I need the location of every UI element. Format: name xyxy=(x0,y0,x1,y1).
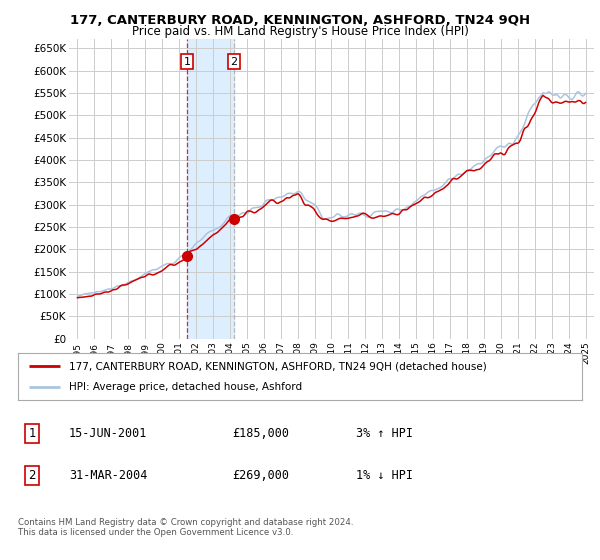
Text: 177, CANTERBURY ROAD, KENNINGTON, ASHFORD, TN24 9QH (detached house): 177, CANTERBURY ROAD, KENNINGTON, ASHFOR… xyxy=(69,361,487,371)
Text: Price paid vs. HM Land Registry's House Price Index (HPI): Price paid vs. HM Land Registry's House … xyxy=(131,25,469,38)
Text: 2: 2 xyxy=(230,57,238,67)
Text: 177, CANTERBURY ROAD, KENNINGTON, ASHFORD, TN24 9QH: 177, CANTERBURY ROAD, KENNINGTON, ASHFOR… xyxy=(70,14,530,27)
Text: £269,000: £269,000 xyxy=(232,469,289,482)
Text: HPI: Average price, detached house, Ashford: HPI: Average price, detached house, Ashf… xyxy=(69,382,302,392)
Text: £185,000: £185,000 xyxy=(232,427,289,440)
Text: 2: 2 xyxy=(28,469,36,482)
Text: 1% ↓ HPI: 1% ↓ HPI xyxy=(356,469,413,482)
Bar xyxy=(187,39,234,339)
Text: 31-MAR-2004: 31-MAR-2004 xyxy=(69,469,147,482)
Text: 1: 1 xyxy=(28,427,36,440)
Text: 1: 1 xyxy=(184,57,190,67)
Text: 15-JUN-2001: 15-JUN-2001 xyxy=(69,427,147,440)
Text: 3% ↑ HPI: 3% ↑ HPI xyxy=(356,427,413,440)
Text: Contains HM Land Registry data © Crown copyright and database right 2024.
This d: Contains HM Land Registry data © Crown c… xyxy=(18,518,353,538)
